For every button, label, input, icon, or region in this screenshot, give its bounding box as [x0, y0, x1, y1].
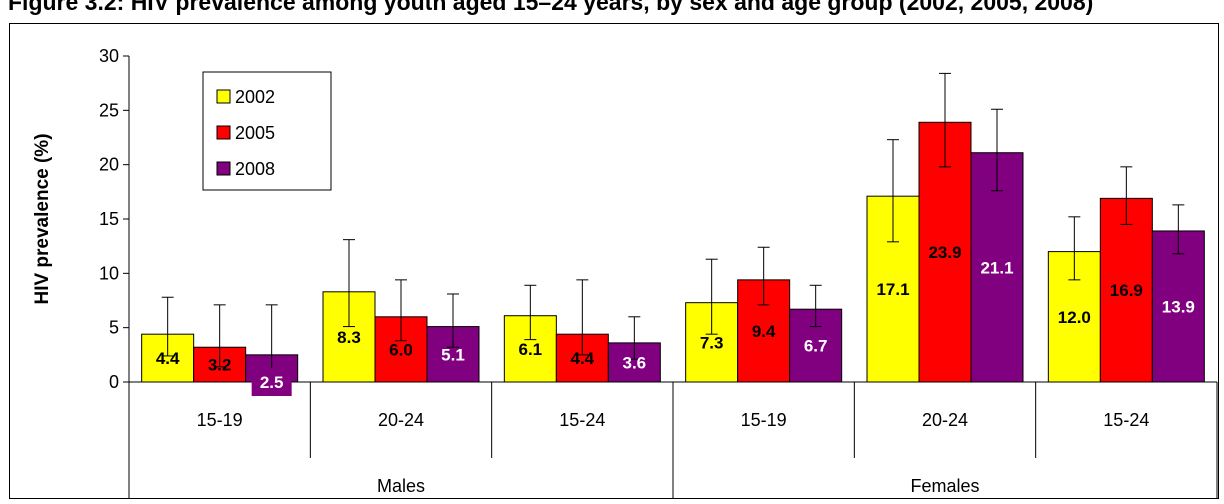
y-tick-label-0: 0 — [109, 372, 119, 392]
data-label-2002-2: 6.1 — [519, 340, 543, 359]
legend-swatch-2005 — [216, 125, 231, 140]
x-group-label-1: Females — [910, 476, 979, 496]
legend-label-2008: 2008 — [235, 159, 275, 179]
data-label-bg-2008-0 — [251, 368, 292, 396]
data-label-2005-2: 4.4 — [571, 349, 595, 368]
y-tick-label-3: 15 — [99, 209, 119, 229]
chart-area: 0 5 10 15 20 25 30 HIV prevalence (%) 15-19 20-24… — [9, 23, 1219, 499]
data-label-2002-3: 7.3 — [700, 333, 724, 352]
x-tick-label-4: 20-24 — [922, 410, 968, 430]
data-label-2008-4: 21.1 — [980, 258, 1013, 277]
data-label-2002-1: 8.3 — [337, 328, 361, 347]
data-label-2002-5: 12.0 — [1058, 308, 1091, 327]
y-tick-label-2: 10 — [99, 263, 119, 283]
data-label-2002-0: 4.4 — [156, 349, 180, 368]
data-label-2005-4: 23.9 — [928, 243, 961, 262]
x-tick-label-1: 20-24 — [378, 410, 424, 430]
data-label-2008-1: 5.1 — [441, 345, 465, 364]
data-label-2005-1: 6.0 — [389, 340, 413, 359]
data-label-2002-4: 17.1 — [876, 280, 909, 299]
data-label-2008-3: 6.7 — [804, 337, 828, 356]
x-tick-label-5: 15-24 — [1103, 410, 1149, 430]
data-label-2008-2: 3.6 — [623, 353, 647, 372]
y-tick-label-5: 25 — [99, 100, 119, 120]
legend-label-2002: 2002 — [235, 87, 275, 107]
x-tick-label-0: 15-19 — [197, 410, 243, 430]
x-group-label-0: Males — [377, 476, 425, 496]
chart-title: Figure 3.2: HIV prevalence among youth a… — [8, 0, 1094, 15]
y-tick-label-4: 20 — [99, 155, 119, 175]
data-label-2008-5: 13.9 — [1162, 297, 1195, 316]
data-label-2005-5: 16.9 — [1110, 281, 1143, 300]
y-tick-label-6: 30 — [99, 46, 119, 66]
data-label-2005-3: 9.4 — [752, 322, 776, 341]
x-tick-label-3: 15-19 — [741, 410, 787, 430]
y-axis-label: HIV prevalence (%) — [32, 133, 53, 304]
data-label-2008-0: 2.5 — [260, 373, 284, 392]
bar-2008-5 — [1151, 230, 1205, 383]
x-tick-label-2: 15-24 — [559, 410, 605, 430]
legend-swatch-2002 — [216, 89, 231, 104]
legend-label-2005: 2005 — [235, 123, 275, 143]
y-tick-label-1: 5 — [109, 318, 119, 338]
data-label-2005-0: 3.2 — [208, 356, 232, 375]
legend-swatch-2008 — [216, 161, 231, 176]
bar-chart: 0 5 10 15 20 25 30 HIV prevalence (%) 15-19 20-24… — [32, 46, 1218, 498]
